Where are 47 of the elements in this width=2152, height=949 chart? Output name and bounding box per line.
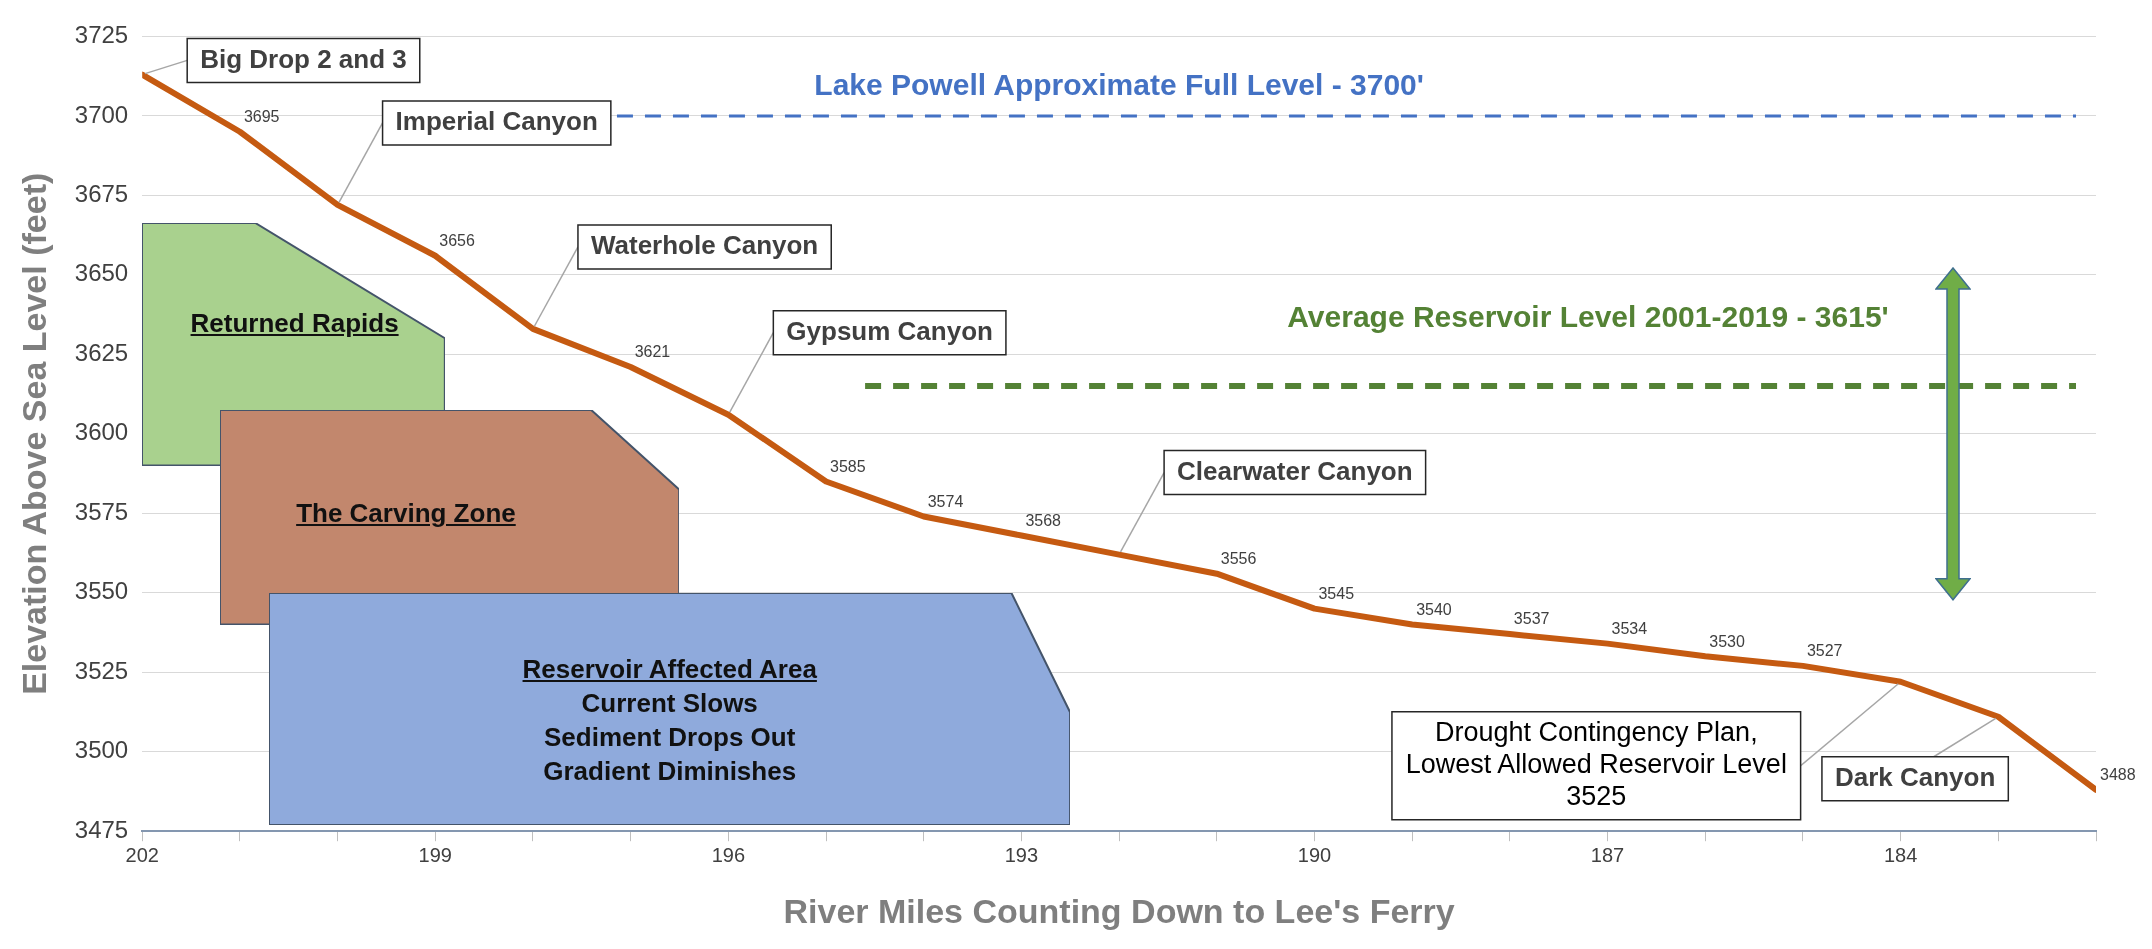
annotation: Clearwater Canyon [1177,455,1413,486]
data-label: 3556 [1220,550,1257,568]
x-tick-label: 187 [1590,843,1625,866]
annotation: Reservoir Affected Area Current Slows Sediment Drops Out Gradient Diminishes [521,652,818,788]
data-label: 3488 [2100,766,2136,784]
annotation: Imperial Canyon [395,106,598,137]
annotation: Big Drop 2 and 3 [200,43,407,74]
y-tick-label: 3650 [74,259,129,287]
x-tick-label: 199 [418,843,452,866]
x-tick-label: 196 [711,843,746,866]
ref-line-label: Lake Powell Approximate Full Level - 3700' [814,68,1424,102]
zone-panel: Reservoir Affected Area Current Slows Sediment Drops Out Gradient Diminishes [269,592,1071,825]
x-tick-label: 190 [1297,843,1332,866]
data-label: 3530 [1709,632,1745,650]
x-tick-label: 184 [1883,843,1918,866]
annotation: Dark Canyon [1834,761,1996,792]
data-label: 3656 [439,232,475,250]
data-label: 3545 [1318,585,1355,603]
y-tick-label: 3600 [74,418,129,446]
y-tick-label: 3700 [74,100,129,128]
ref-line-label: Average Reservoir Level 2001-2019 - 3615' [1287,300,1889,334]
y-tick-label: 3725 [74,21,129,49]
y-tick-label: 3525 [74,656,129,684]
data-label: 3540 [1416,600,1452,618]
annotation: Drought Contingency Plan, Lowest Allowed Reservoir Level 3525 [1405,717,1787,812]
data-label: 3534 [1611,620,1648,638]
data-label: 3537 [1513,610,1550,628]
annotation: Gypsum Canyon [786,315,993,346]
y-tick-label: 3575 [74,497,129,525]
data-label: 3585 [830,457,866,475]
y-tick-label: 3500 [74,736,129,764]
data-label: 3574 [927,492,964,510]
annotation: Waterhole Canyon [590,230,819,261]
y-tick-label: 3475 [74,815,129,843]
data-label: 3527 [1806,642,1843,660]
data-label: 3568 [1025,511,1062,529]
x-tick-label: 193 [1004,843,1039,866]
annotation: Returned Rapids [189,306,400,340]
x-tick-label: 202 [125,843,159,866]
y-tick-label: 3625 [74,338,129,366]
y-tick-label: 3675 [74,179,129,207]
y-tick-label: 3550 [74,577,129,605]
data-label: 3695 [243,108,280,126]
y-axis-title: Elevation Above Sea Level (feet) [14,172,53,695]
data-label: 3621 [634,343,671,361]
annotation: The Carving Zone [295,497,517,531]
x-axis-title: River Miles Counting Down to Lee's Ferry [783,891,1455,930]
